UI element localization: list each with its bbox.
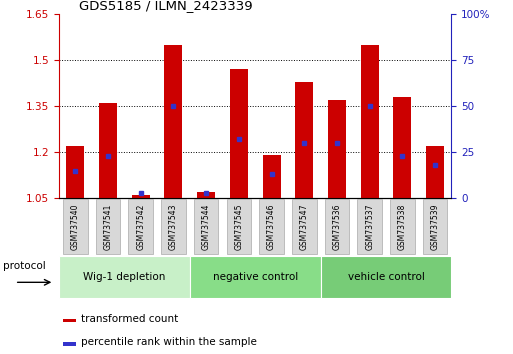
FancyBboxPatch shape [259,199,284,254]
Bar [66,146,84,198]
Text: GSM737537: GSM737537 [365,203,374,250]
FancyBboxPatch shape [321,256,451,298]
FancyBboxPatch shape [325,199,349,254]
Text: GSM737540: GSM737540 [71,203,80,250]
Text: percentile rank within the sample: percentile rank within the sample [81,337,256,348]
FancyBboxPatch shape [161,199,186,254]
FancyBboxPatch shape [292,199,317,254]
Text: GSM737542: GSM737542 [136,203,145,250]
FancyBboxPatch shape [390,199,415,254]
FancyBboxPatch shape [227,199,251,254]
Text: GSM737541: GSM737541 [104,203,112,250]
Bar [197,192,215,198]
Text: GDS5185 / ILMN_2423339: GDS5185 / ILMN_2423339 [78,0,252,12]
FancyBboxPatch shape [194,199,219,254]
FancyBboxPatch shape [358,199,382,254]
Text: GSM737536: GSM737536 [332,203,342,250]
Text: GSM737545: GSM737545 [234,203,243,250]
Text: GSM737539: GSM737539 [430,203,440,250]
Bar [99,103,117,198]
Text: GSM737538: GSM737538 [398,203,407,250]
FancyBboxPatch shape [96,199,121,254]
Bar [295,82,313,198]
FancyBboxPatch shape [128,199,153,254]
Text: vehicle control: vehicle control [348,272,424,282]
FancyBboxPatch shape [63,199,88,254]
Text: Wig-1 depletion: Wig-1 depletion [83,272,166,282]
Text: negative control: negative control [212,272,298,282]
Text: protocol: protocol [3,261,46,271]
Bar [426,146,444,198]
FancyBboxPatch shape [59,256,190,298]
Text: transformed count: transformed count [81,314,178,324]
Bar [230,69,248,198]
Bar [63,319,76,322]
FancyBboxPatch shape [423,199,447,254]
Bar [328,100,346,198]
Bar [165,45,183,198]
FancyBboxPatch shape [190,256,321,298]
Bar [263,155,281,198]
Bar [361,45,379,198]
Text: GSM737543: GSM737543 [169,203,178,250]
Text: GSM737544: GSM737544 [202,203,211,250]
Text: GSM737546: GSM737546 [267,203,276,250]
Bar [63,342,76,346]
Bar [132,195,150,198]
Text: GSM737547: GSM737547 [300,203,309,250]
Bar [393,97,411,198]
